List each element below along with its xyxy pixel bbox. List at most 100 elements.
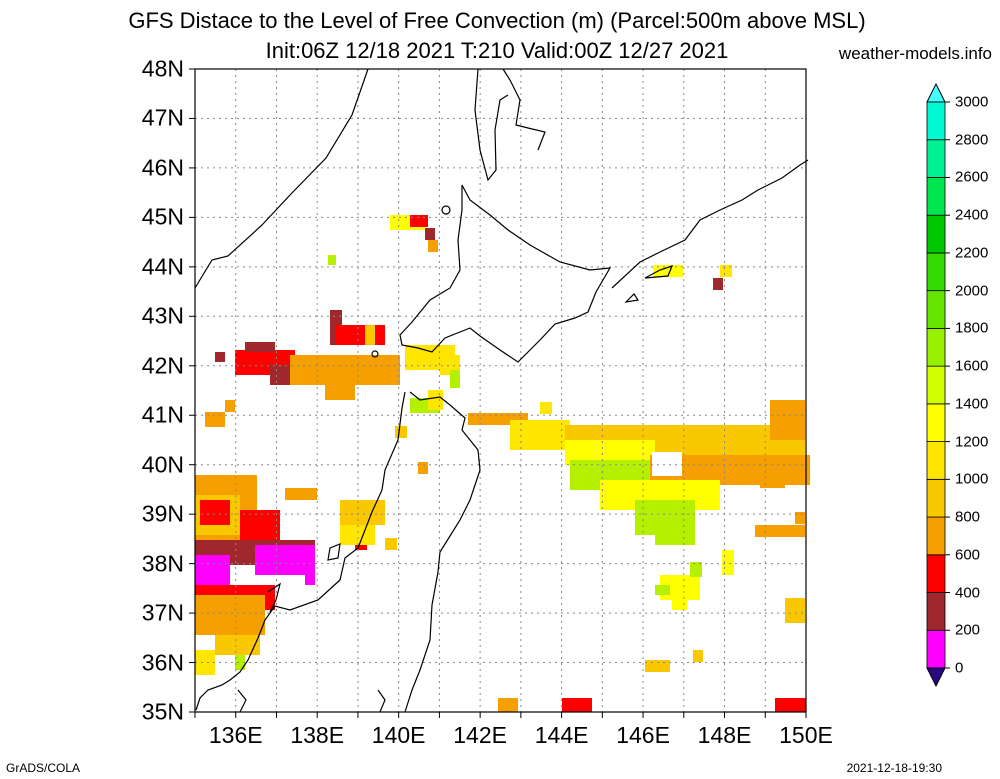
lfc-shade-cell [720,265,732,277]
coastline-honshu-north [404,391,481,713]
coastline-layer [194,68,809,713]
colorbar-band [926,516,946,556]
colorbar-label: 2400 [955,206,989,224]
colorbar-label: 600 [955,546,981,564]
lfc-field-layer [195,215,810,712]
lfc-shade-cell [365,325,375,345]
lfc-shade-cell [195,650,215,675]
map-frame [194,68,807,713]
lfc-shade-cell [498,698,518,712]
coastline-hokkaido [399,184,612,363]
colorbar-band [926,441,946,480]
lon-label: 150E [779,722,833,748]
colorbar-label: 1200 [955,433,989,451]
lfc-shade-cell [775,698,806,712]
colorbar-label: 2200 [955,244,989,262]
coastline-honshu-west [195,391,406,711]
lfc-shade-cell [770,400,805,440]
colorbar-band [926,629,946,669]
colorbar-label: 3000 [955,93,989,111]
lon-label: 138E [290,722,345,748]
colorbar-label: 1000 [955,470,989,488]
lfc-shade-cell [760,470,785,488]
lfc-gap [652,452,682,476]
lfc-shade-cell [653,265,683,277]
lfc-shade-cell [795,512,805,524]
lat-label: 48N [141,55,184,82]
lfc-shade-cell [225,400,235,412]
lfc-shade-cell [235,655,245,670]
footer-software: GrADS/COLA [6,761,81,775]
lon-label: 140E [371,722,426,748]
colorbar-label: 2600 [955,168,989,186]
lfc-shade-cell [785,598,805,623]
lfc-shade-cell [755,525,805,537]
coastline-island-rishiri [441,205,451,215]
coastline-sakhalin-west [474,68,509,182]
colorbar-label: 200 [955,621,981,639]
lat-label: 44N [141,253,184,280]
coastline-sakhalin-east [502,68,546,151]
colorbar-top-arrow [926,82,946,103]
lfc-shade-cell [410,215,428,227]
lat-label: 36N [141,649,184,676]
colorbar-band [926,177,946,216]
colorbar-band [926,214,946,254]
lfc-shade-cell [562,698,592,712]
coastline-mainland [194,68,369,289]
colorbar-label: 1600 [955,357,989,375]
lfc-shade-cell [450,370,460,388]
colorbar-bottom-arrow [926,667,946,688]
lfc-shade-cell [325,380,355,400]
footer-timestamp: 2021-12-18-19:30 [846,761,942,775]
coastline-izu [377,689,386,713]
lfc-shade-cell [215,635,260,655]
lfc-shade-cell [672,595,687,610]
coastline-island-small2 [624,293,640,303]
colorbar-label: 2800 [955,131,989,149]
lfc-shade-cell [722,550,734,575]
lfc-shade-cell [205,412,225,427]
lat-label: 38N [141,550,184,577]
lfc-shade-cell [428,240,438,252]
colorbar-label: 400 [955,584,981,602]
lfc-shade-cell [428,390,443,410]
lfc-shade-cell [328,255,336,265]
coastline-izu2 [237,689,247,713]
colorbar-band [926,101,946,141]
lfc-shade-cell [425,228,435,240]
coastline-sado [327,543,341,561]
lfc-shade-cell [215,352,225,362]
colorbar-band [926,554,946,593]
lon-label: 136E [208,722,263,748]
graticule-grid [195,69,806,712]
lat-label: 37N [141,599,184,626]
colorbar-band [926,139,946,178]
lat-label: 39N [141,500,184,527]
lfc-shade-cell [195,555,230,585]
lat-label: 42N [141,352,184,379]
lat-label: 40N [141,451,184,478]
colorbar-band [926,592,946,631]
map-title-line1: GFS Distace to the Level of Free Convect… [128,8,866,33]
credit-label: weather-models.info [838,44,992,63]
lfc-shade-cell [200,500,230,525]
colorbar-label: 1400 [955,395,989,413]
lon-label: 142E [453,722,507,748]
lfc-shade-cell [240,510,280,545]
coastline-kurils [611,159,809,289]
colorbar [926,82,950,688]
colorbar-label: 1800 [955,319,989,337]
colorbar-label: 800 [955,508,981,526]
lfc-shade-cell [510,420,570,450]
coastline-island-okushiri [371,350,379,358]
lfc-shade-cell [655,525,695,545]
lfc-shade-cell [340,525,375,545]
colorbar-label: 0 [955,659,964,677]
lfc-shade-cell [195,595,265,635]
lfc-shade-cell [285,488,317,500]
colorbar-label: 2000 [955,282,989,300]
lfc-shade-cell [255,545,315,575]
lat-label: 45N [141,203,184,230]
